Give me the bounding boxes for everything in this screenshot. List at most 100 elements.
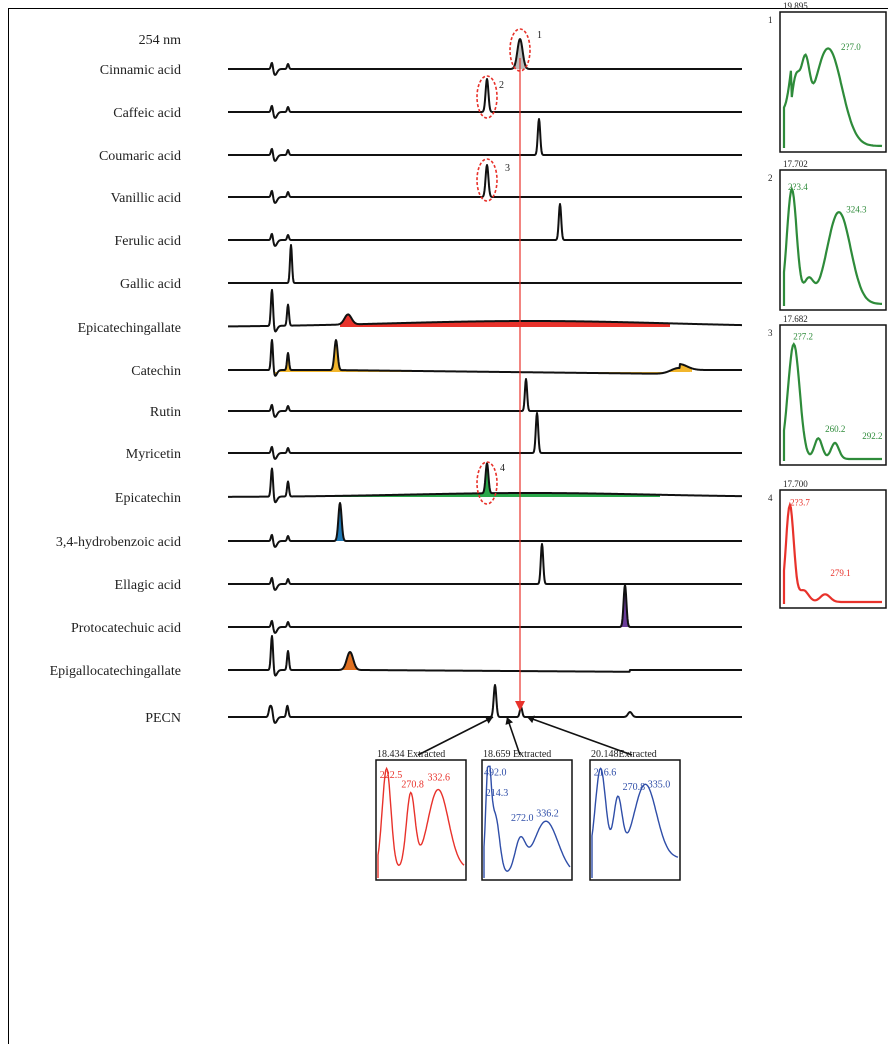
extracted-spectrum-label-2-2: 214.3 xyxy=(486,788,509,799)
extracted-spectrum-label-1-1: 222.5 xyxy=(380,770,403,781)
trace-line-15 xyxy=(227,634,743,677)
trace-line-12 xyxy=(227,502,743,548)
extracted-spectrum-3: 20.148Extracted 216.6 270.8 335.0 xyxy=(589,749,681,881)
chromatogram-trace-7: Epicatechingallate xyxy=(78,288,743,336)
trace-line-14 xyxy=(227,584,743,634)
wavelength-label: 254 nm xyxy=(139,33,182,48)
reference-spectrum-label-1-1: 2?7.0 xyxy=(841,42,861,52)
trace-label-5: Ferulic acid xyxy=(115,234,181,249)
marked-peak-number-4: 4 xyxy=(500,463,505,474)
chromatogram-trace-5: Ferulic acid xyxy=(115,203,743,249)
trace-label-3: Coumaric acid xyxy=(99,149,181,164)
trace-line-1 xyxy=(227,38,743,76)
marked-peak-number-3: 3 xyxy=(505,163,510,174)
marked-peak-ring-1 xyxy=(509,28,531,72)
reference-spectrum-label-2-2: 324.3 xyxy=(846,204,867,214)
reference-spectrum-curve-1 xyxy=(782,47,883,148)
trace-label-14: Protocatechuic acid xyxy=(71,621,181,636)
trace-fill-14 xyxy=(620,585,630,627)
guide-arrow-head xyxy=(515,701,525,711)
trace-label-2: Caffeic acid xyxy=(113,106,181,121)
reference-spectrum-label-3-2: 260.2 xyxy=(825,424,845,434)
extracted-spectrum-2: 18.659 Extracted 492.0 214.3 272.0 336.2 xyxy=(481,749,573,881)
extracted-spectrum-label-2-1: 492.0 xyxy=(484,768,507,779)
chromatogram-trace-4: Vanillic acid xyxy=(111,164,743,206)
extracted-spectrum-label-2-4: 336.2 xyxy=(536,808,559,819)
reference-spectrum-number-4: 4 xyxy=(768,493,773,503)
reference-spectrum-box-1 xyxy=(779,11,887,153)
marked-peak-number-2: 2 xyxy=(499,80,504,91)
marked-peak-ring-2 xyxy=(476,75,498,119)
extract-arrow-head-3 xyxy=(527,715,535,724)
chromatogram-trace-9: Rutin xyxy=(150,378,743,420)
trace-label-10: Myricetin xyxy=(126,447,181,462)
reference-spectrum-number-2: 2 xyxy=(768,173,773,183)
trace-label-4: Vanillic acid xyxy=(111,191,181,206)
extract-arrow-3 xyxy=(526,716,633,756)
trace-label-8: Catechin xyxy=(131,364,181,379)
trace-label-1: Cinnamic acid xyxy=(100,63,181,78)
trace-line-11 xyxy=(227,462,743,504)
trace-line-8 xyxy=(227,338,743,377)
extracted-spectrum-curve-2 xyxy=(483,765,571,878)
reference-spectrum-curve-4 xyxy=(782,501,882,604)
reference-spectrum-2: 2 17.702 2?3.4 324.3 xyxy=(768,159,887,311)
extracted-spectrum-title-1: 18.434 Extracted xyxy=(377,749,445,760)
trace-label-16: PECN xyxy=(145,711,181,726)
trace-line-2 xyxy=(227,78,743,119)
trace-label-7: Epicatechingallate xyxy=(78,321,181,336)
trace-label-9: Rutin xyxy=(150,405,181,420)
reference-spectrum-label-3-3: 292.2 xyxy=(862,431,882,441)
reference-spectrum-1: 1 19.895 2?7.0 xyxy=(768,1,887,153)
reference-spectrum-box-4 xyxy=(779,489,887,609)
extracted-spectrum-title-3: 20.148Extracted xyxy=(591,749,657,760)
extract-arrow-head-2 xyxy=(505,717,514,725)
reference-spectrum-label-4-1: 2?3.7 xyxy=(790,497,810,507)
reference-spectrum-label-3-1: 2?7.2 xyxy=(793,331,813,341)
extracted-spectrum-curve-3 xyxy=(591,767,679,878)
trace-line-6 xyxy=(227,244,743,284)
trace-line-9 xyxy=(227,378,743,418)
reference-spectrum-number-3: 3 xyxy=(768,328,773,338)
trace-label-15: Epigallocatechingallate xyxy=(50,664,181,679)
extracted-spectrum-label-2-3: 272.0 xyxy=(511,813,534,824)
extract-arrow-head-1 xyxy=(484,716,493,724)
chromatogram-trace-8: Catechin xyxy=(131,338,743,379)
reference-spectrum-3: 3 17.682 2?7.2 260.2 292.2 xyxy=(768,314,887,466)
figure-frame xyxy=(8,8,888,1044)
trace-line-5 xyxy=(227,203,743,247)
chromatogram-trace-11: Epicatechin xyxy=(115,462,743,506)
trace-line-3 xyxy=(227,118,743,162)
trace-label-6: Gallic acid xyxy=(120,277,181,292)
reference-spectrum-curve-3 xyxy=(782,342,882,461)
trace-fill-7 xyxy=(345,314,670,327)
trace-peak-fill-7 xyxy=(340,314,356,327)
extracted-spectrum-label-3-3: 335.0 xyxy=(648,780,671,791)
chromatogram-trace-1: Cinnamic acid xyxy=(100,38,743,78)
reference-spectrum-time-2: 17.702 xyxy=(783,159,808,169)
reference-spectrum-time-4: 17.700 xyxy=(783,479,808,489)
reference-spectrum-time-3: 17.682 xyxy=(783,314,808,324)
chromatogram-trace-13: Ellagic acid xyxy=(115,543,743,593)
chromatogram-trace-10: Myricetin xyxy=(126,412,743,462)
chromatogram-trace-12: 3,4-hydrobenzoic acid xyxy=(56,502,743,550)
chromatogram-trace-3: Coumaric acid xyxy=(99,118,743,164)
reference-spectrum-label-2-1: 2?3.4 xyxy=(788,182,808,192)
reference-spectrum-number-1: 1 xyxy=(768,15,773,25)
trace-fill-8 xyxy=(275,340,690,376)
chromatogram-trace-2: Caffeic acid xyxy=(113,78,743,121)
trace-label-12: 3,4-hydrobenzoic acid xyxy=(56,535,181,550)
extracted-spectrum-label-3-1: 216.6 xyxy=(594,768,617,779)
extracted-spectrum-curve-1 xyxy=(377,766,465,878)
trace-line-16 xyxy=(227,684,743,724)
extracted-spectrum-label-3-2: 270.8 xyxy=(623,782,646,793)
trace-label-11: Epicatechin xyxy=(115,491,181,506)
chromatogram-trace-6: Gallic acid xyxy=(120,244,743,292)
reference-spectrum-time-1: 19.895 xyxy=(783,1,808,11)
chromatogram-trace-16: PECN xyxy=(145,684,743,726)
marked-peak-ring-3 xyxy=(476,158,498,202)
trace-line-13 xyxy=(227,543,743,591)
extracted-spectrum-box-1 xyxy=(375,759,467,881)
